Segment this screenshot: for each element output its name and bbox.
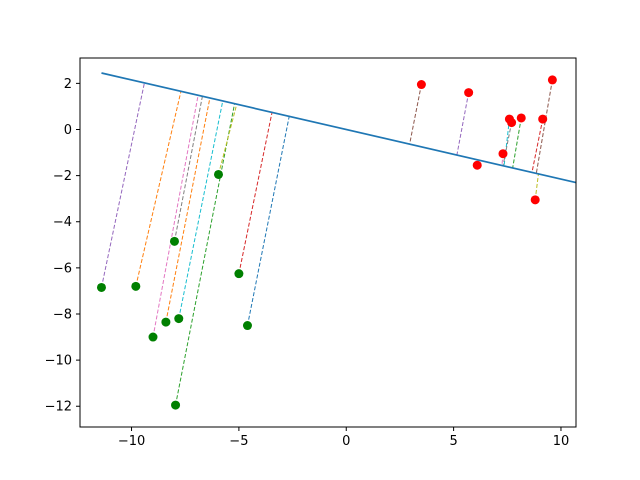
x-tick-label: 10 [553,434,570,449]
y-tick-label: −10 [45,354,72,369]
data-point-series-2-1 [416,80,426,90]
y-tick-label: −12 [45,400,72,415]
y-tick-label: −2 [53,169,72,184]
data-point-series-2-8 [530,195,540,205]
projection-line-6 [178,100,224,319]
y-tick-label: −8 [53,307,72,322]
y-tick-label: 0 [64,123,72,138]
data-point-series-2-9 [538,114,548,124]
data-point-series-1-5 [169,236,179,246]
plot-area-background [80,58,576,427]
data-point-series-1-9 [234,269,244,279]
data-point-series-1-1 [96,282,106,292]
projection-line-5 [173,96,203,242]
data-points [96,75,557,410]
data-point-series-2-3 [472,160,482,170]
x-axis: −10 −5 0 5 10 [118,427,569,449]
projection-line-12 [456,92,470,156]
x-tick-label: −5 [229,434,248,449]
data-point-series-1-2 [131,281,141,291]
x-tick-label: −10 [118,434,145,449]
y-axis: 2 0 −2 −4 −6 −8 −10 −12 [45,77,80,415]
fitted-line-layer [101,72,577,184]
y-tick-label: 2 [64,77,72,92]
projection-line-8 [218,103,238,175]
data-point-series-2-6 [507,118,517,128]
plot-frame [79,57,577,428]
projection-line-2 [135,91,182,287]
x-tick-label: 5 [449,434,457,449]
data-point-series-1-10 [242,321,252,331]
projection-line-17 [512,117,522,169]
projection-line-9 [238,111,273,274]
data-point-series-2-4 [498,149,508,159]
projection-line-18 [534,173,539,200]
projection-line-4 [165,97,211,323]
data-point-series-1-4 [161,317,171,327]
projection-line-11 [409,84,422,145]
projection-line-7 [175,103,236,406]
data-point-series-1-8 [213,169,223,179]
fitted-line [101,72,577,184]
x-tick-label: 0 [342,434,350,449]
projection-line-19 [531,119,544,173]
data-point-series-1-3 [148,332,158,342]
y-tick-label: −6 [53,261,72,276]
data-point-series-2-10 [547,75,557,85]
projection-line-1 [100,82,145,288]
y-tick-label: −4 [53,215,72,230]
data-point-series-2-7 [516,113,526,123]
data-point-series-1-7 [171,400,181,410]
projection-line-3 [152,95,199,338]
data-point-series-1-6 [174,314,184,324]
projection-line-16 [502,122,513,166]
projection-line-20 [535,79,553,174]
data-point-series-2-2 [464,88,474,98]
